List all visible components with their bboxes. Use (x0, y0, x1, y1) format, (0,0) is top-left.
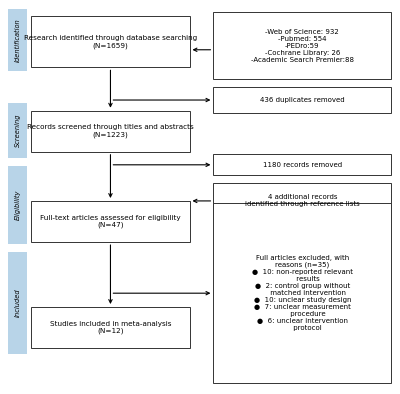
Text: -Web of Science: 932
-Pubmed: 554
-PEDro:59
-Cochrane Library: 26
-Academic Sear: -Web of Science: 932 -Pubmed: 554 -PEDro… (251, 29, 354, 63)
FancyBboxPatch shape (31, 201, 190, 242)
FancyBboxPatch shape (31, 111, 190, 152)
Text: Research identified through database searching
(N=1659): Research identified through database sea… (24, 35, 197, 49)
FancyBboxPatch shape (213, 154, 391, 175)
Text: Included: Included (14, 289, 20, 317)
Text: 1180 records removed: 1180 records removed (263, 162, 342, 167)
FancyBboxPatch shape (8, 103, 27, 158)
Text: Eligibility: Eligibility (14, 190, 20, 220)
FancyBboxPatch shape (8, 9, 27, 71)
FancyBboxPatch shape (213, 183, 391, 219)
Text: 4 additional records
identified through reference lists: 4 additional records identified through … (245, 194, 360, 207)
Text: Records screened through titles and abstracts
(N=1223): Records screened through titles and abst… (27, 125, 194, 138)
Text: Full-text articles assessed for eligibility
(N=47): Full-text articles assessed for eligibil… (40, 215, 181, 228)
Text: Identification: Identification (14, 18, 20, 62)
Text: Studies included in meta-analysis
(N=12): Studies included in meta-analysis (N=12) (50, 321, 171, 334)
FancyBboxPatch shape (31, 307, 190, 348)
FancyBboxPatch shape (213, 87, 391, 113)
Text: Screening: Screening (14, 113, 20, 147)
Text: Full articles excluded, with
reasons (n=35)
●  10: non-reported relevant
     re: Full articles excluded, with reasons (n=… (252, 255, 353, 331)
FancyBboxPatch shape (213, 13, 391, 79)
FancyBboxPatch shape (213, 203, 391, 383)
Text: 436 duplicates removed: 436 duplicates removed (260, 97, 345, 103)
FancyBboxPatch shape (31, 17, 190, 67)
FancyBboxPatch shape (8, 165, 27, 244)
FancyBboxPatch shape (8, 252, 27, 354)
